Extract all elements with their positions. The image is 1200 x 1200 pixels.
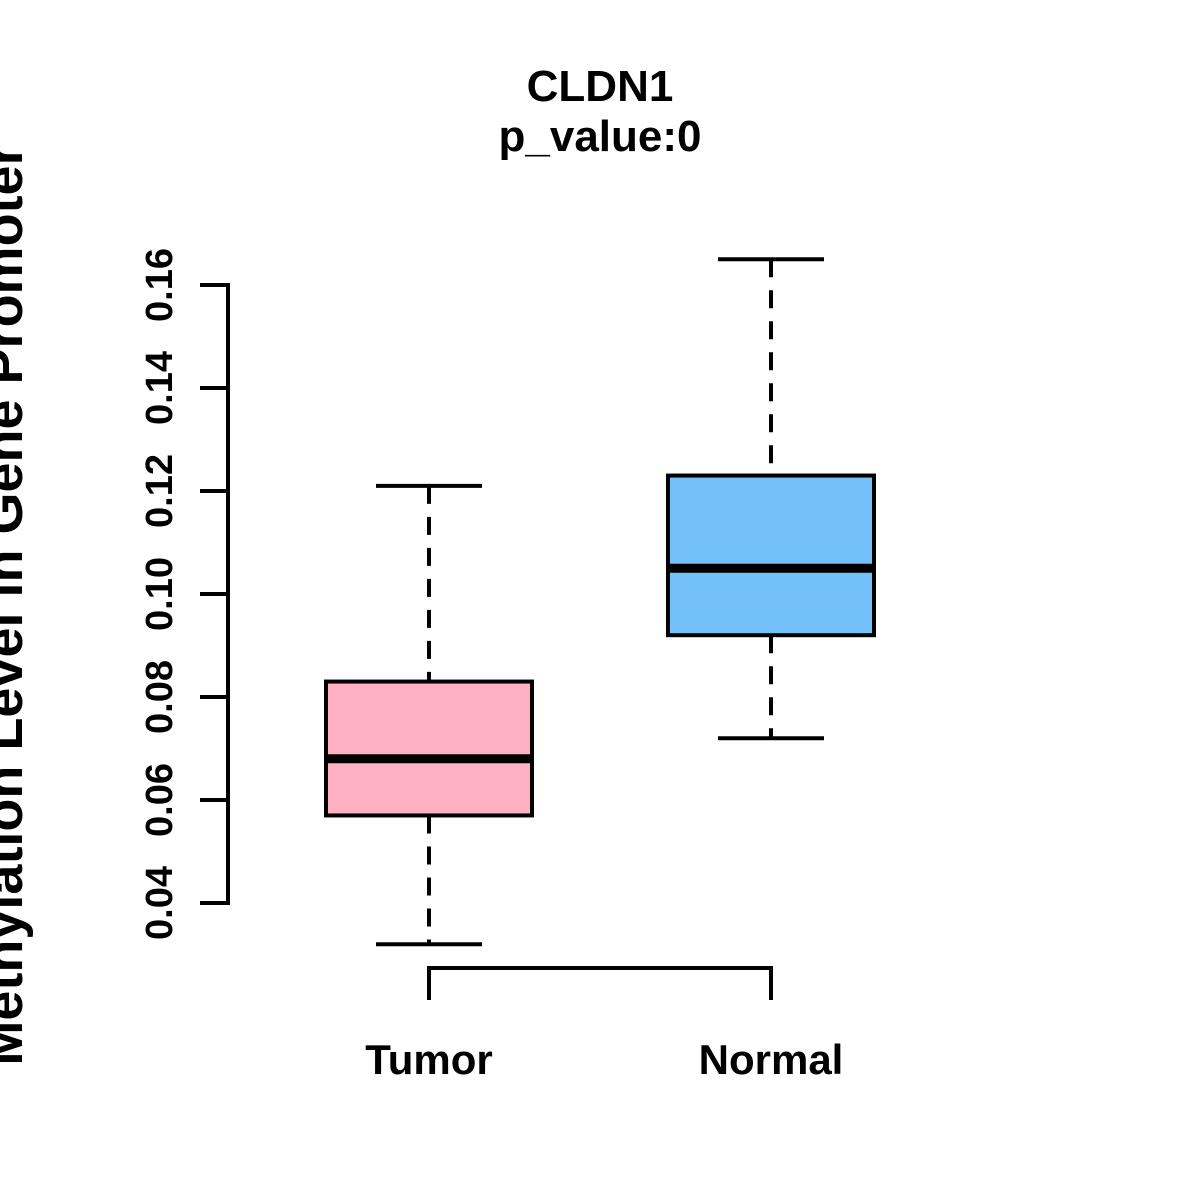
x-category-label-tumor: Tumor bbox=[365, 1036, 493, 1083]
y-tick-label: 0.16 bbox=[139, 248, 181, 322]
x-axis-bracket bbox=[427, 966, 773, 1000]
y-tick-label: 0.14 bbox=[139, 351, 181, 425]
x-category-label-normal: Normal bbox=[699, 1036, 844, 1083]
chart-subtitle: p_value:0 bbox=[498, 112, 702, 161]
y-tick-label: 0.08 bbox=[139, 660, 181, 734]
box-normal bbox=[666, 473, 876, 638]
y-tick-label: 0.04 bbox=[139, 866, 181, 940]
y-tick-label: 0.06 bbox=[139, 763, 181, 837]
chart-title: CLDN1 bbox=[526, 62, 674, 111]
y-tick-label: 0.10 bbox=[139, 557, 181, 631]
box-tumor bbox=[324, 679, 534, 818]
title-block: CLDN1 p_value:0 bbox=[228, 62, 972, 162]
y-tick-label: 0.12 bbox=[139, 454, 181, 528]
